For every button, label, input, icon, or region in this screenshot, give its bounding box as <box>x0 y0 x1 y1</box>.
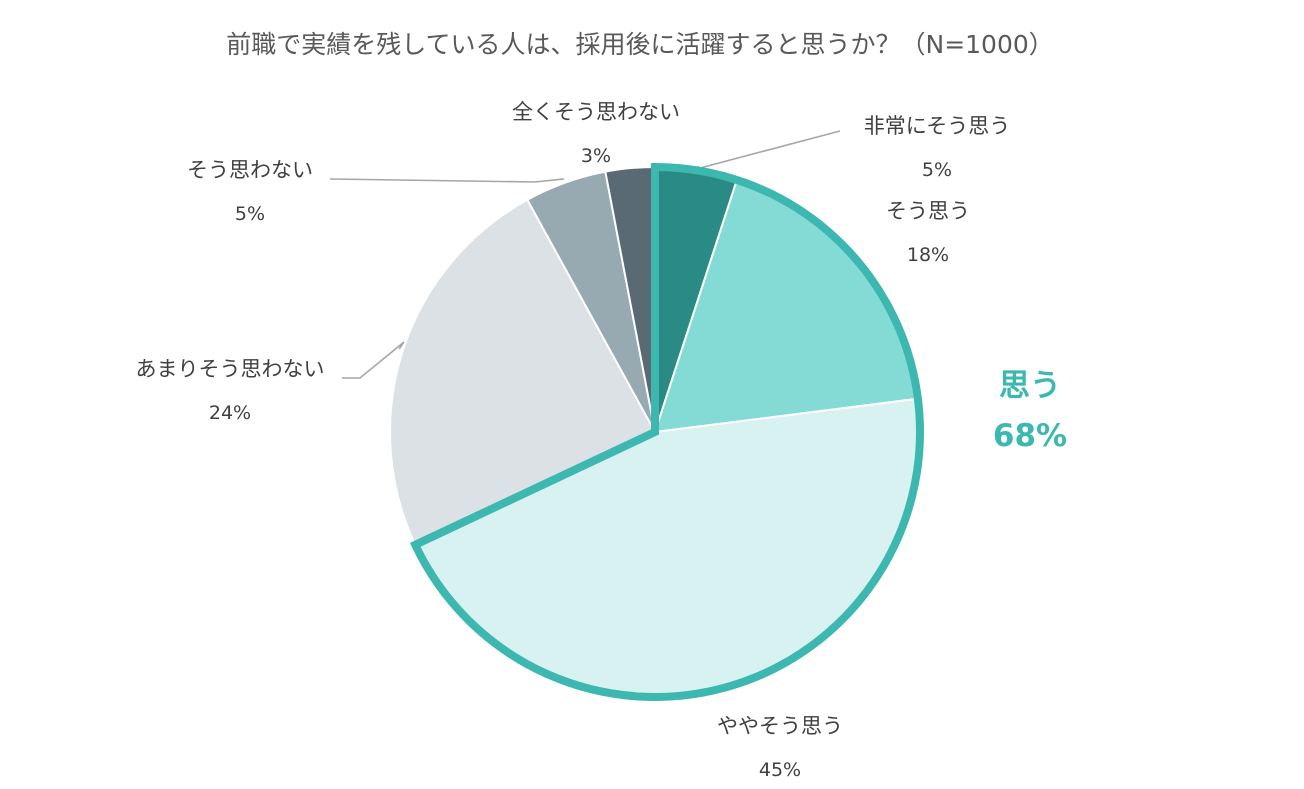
pie-slices <box>389 165 921 698</box>
highlight-group-value: 68% <box>993 418 1067 454</box>
slice-value-disagree: 5% <box>235 203 265 225</box>
slice-value-strongly-disagree: 3% <box>581 145 611 167</box>
slice-value-somewhat-agree: 45% <box>759 759 801 781</box>
leader-line-very-agree <box>696 130 841 169</box>
slice-label-somewhat-disagree: あまりそう思わない <box>136 357 325 381</box>
chart-title: 前職で実績を残している人は、採用後に活躍すると思うか？（N=1000） <box>226 30 1054 59</box>
slice-label-agree: そう思う <box>886 199 970 223</box>
highlight-group-outline <box>409 162 924 701</box>
slice-label-somewhat-agree: ややそう思う <box>717 714 843 738</box>
slice-label-strongly-disagree: 全くそう思わない <box>512 100 680 124</box>
slice-label-very-agree: 非常にそう思う <box>864 114 1011 138</box>
leader-line-disagree <box>329 178 564 183</box>
slice-value-somewhat-disagree: 24% <box>209 402 251 424</box>
slice-label-disagree: そう思わない <box>187 158 313 182</box>
highlight-group-label: 思う <box>999 368 1061 404</box>
pie-slice-somewhat-disagree <box>389 198 657 547</box>
slice-value-agree: 18% <box>907 244 949 266</box>
slice-value-very-agree: 5% <box>922 159 952 181</box>
leader-line-somewhat-disagree <box>342 341 405 379</box>
